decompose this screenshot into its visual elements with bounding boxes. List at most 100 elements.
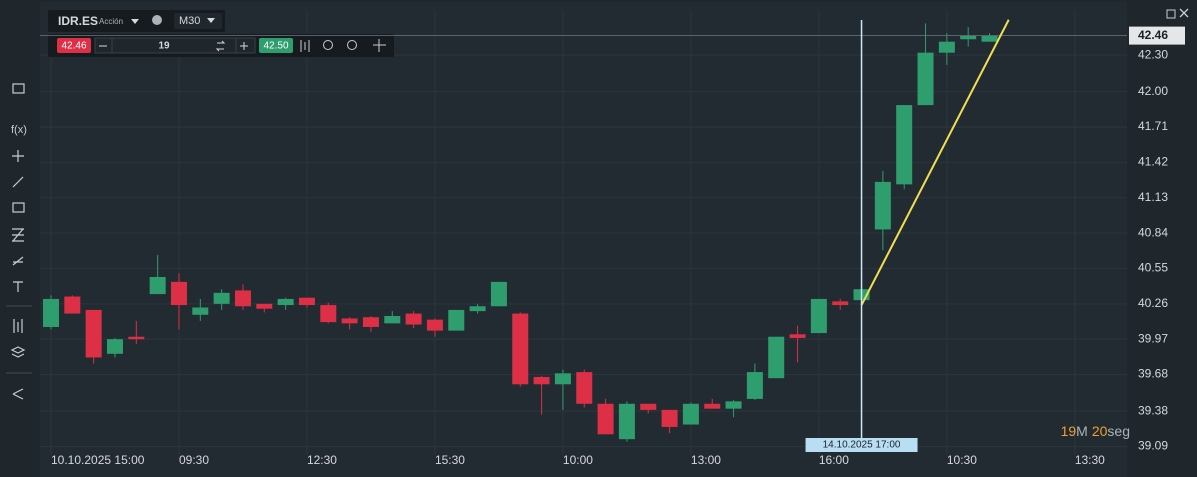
candle-body xyxy=(277,298,294,306)
candle-body xyxy=(490,281,507,307)
icon-indicators[interactable]: f(x) xyxy=(11,124,27,136)
candle-body xyxy=(213,292,230,304)
candle-body xyxy=(320,305,337,323)
candle-body xyxy=(981,35,998,42)
candle-body xyxy=(234,290,251,307)
candle-body xyxy=(917,52,934,106)
timeframe[interactable]: M30 xyxy=(179,15,200,27)
candle-body xyxy=(192,307,209,315)
crosshair-box xyxy=(805,438,918,452)
trendline xyxy=(860,19,1010,306)
candle-body xyxy=(597,403,614,435)
timeframe-dropdown[interactable] xyxy=(207,18,215,23)
candle-body xyxy=(640,403,657,410)
icon-pan[interactable] xyxy=(373,39,386,52)
countdown-seconds: 20 xyxy=(1092,423,1108,439)
symbol-dropdown[interactable] xyxy=(131,19,139,24)
reverse-icon[interactable] xyxy=(215,40,226,52)
candle-body xyxy=(448,309,465,331)
x-tick-label: 16:00 xyxy=(819,453,849,467)
icon-chart-type[interactable] xyxy=(12,83,25,94)
maximize-button[interactable] xyxy=(1166,9,1176,19)
y-tick-label: 39.38 xyxy=(1138,403,1168,417)
icon-candles[interactable] xyxy=(300,40,310,52)
y-tick-label: 39.68 xyxy=(1138,367,1168,381)
current-price-box xyxy=(1129,26,1185,45)
current-price-label: 42.46 xyxy=(1138,28,1168,42)
y-tick-label: 41.13 xyxy=(1138,190,1168,204)
y-tick-label: 39.97 xyxy=(1138,331,1168,345)
sidebar: f(x) xyxy=(6,83,32,400)
icon-crosshair[interactable] xyxy=(12,150,24,162)
candle-body xyxy=(874,181,891,230)
candle-body xyxy=(384,316,401,324)
plot-area xyxy=(40,2,1127,477)
icon-zoom-out[interactable] xyxy=(323,40,333,50)
y-tick-label: 40.26 xyxy=(1138,296,1168,310)
candle-body xyxy=(960,35,977,40)
x-tick-label: 15:30 xyxy=(435,453,465,467)
icon-text[interactable] xyxy=(13,281,23,292)
candle-body xyxy=(661,409,678,427)
candle-body xyxy=(896,105,913,185)
candle-body xyxy=(810,298,827,334)
x-tick-label: 12:30 xyxy=(307,453,337,467)
y-tick-label: 39.09 xyxy=(1138,439,1168,453)
tool-icons xyxy=(300,39,386,52)
icon-pitchfork[interactable] xyxy=(12,256,24,266)
icon-zoom-in[interactable] xyxy=(347,40,357,50)
candle-body xyxy=(789,334,806,338)
crosshair-label: 14.10.2025 17:00 xyxy=(823,440,901,451)
candle-body xyxy=(746,372,763,399)
candle-body xyxy=(128,336,145,340)
candle-body xyxy=(533,376,550,385)
x-tick-label: 10:30 xyxy=(947,453,977,467)
close-button[interactable] xyxy=(1179,8,1189,18)
y-tick-label: 41.42 xyxy=(1138,155,1168,169)
quantity-steppers[interactable] xyxy=(99,42,248,50)
y-tick-label: 41.71 xyxy=(1138,119,1168,133)
y-tick-label: 42.30 xyxy=(1138,47,1168,61)
candle-body xyxy=(725,401,742,409)
x-tick-label: 09:30 xyxy=(179,453,209,467)
sell-button[interactable] xyxy=(57,38,91,53)
y-tick-label: 40.84 xyxy=(1138,225,1168,239)
symbol[interactable]: IDR.ES xyxy=(58,14,98,28)
icon-layers[interactable] xyxy=(10,346,26,358)
timeframe-box[interactable] xyxy=(174,13,222,29)
info-icon[interactable] xyxy=(152,15,162,25)
buy-price[interactable]: 42.50 xyxy=(263,41,288,52)
price-axis-area xyxy=(1127,2,1197,477)
candle-body xyxy=(618,403,635,440)
candle-body xyxy=(85,309,102,358)
buy-button[interactable] xyxy=(259,38,293,53)
candle-body xyxy=(341,318,358,324)
overlay: 42.46 14.10.2025 17:00 xyxy=(40,19,1185,452)
x-tick-label: 10:00 xyxy=(563,453,593,467)
candle-body xyxy=(362,317,379,327)
asset-type: Acción xyxy=(99,17,123,26)
candle-body xyxy=(704,403,721,409)
countdown-minutes-unit: M xyxy=(1076,423,1088,439)
candle-body xyxy=(469,306,486,312)
icon-fibo[interactable] xyxy=(12,228,24,242)
icon-indicators-panel[interactable] xyxy=(13,319,23,333)
candle-body xyxy=(43,298,59,327)
candle-body xyxy=(170,281,187,306)
sell-price[interactable]: 42.46 xyxy=(61,41,86,52)
countdown: 19M 20seg xyxy=(1061,423,1130,439)
x-tick-label: 10.10.2025 15:00 xyxy=(51,453,145,467)
quantity-field[interactable] xyxy=(94,37,256,54)
quantity[interactable]: 19 xyxy=(158,41,170,52)
icon-line[interactable] xyxy=(12,176,24,188)
icon-share[interactable] xyxy=(12,388,24,400)
candle-body xyxy=(405,313,422,325)
countdown-minutes: 19 xyxy=(1061,423,1077,439)
candle-body xyxy=(768,336,785,379)
candle-body xyxy=(426,319,443,331)
icon-rect[interactable] xyxy=(12,202,25,213)
y-tick-label: 42.00 xyxy=(1138,84,1168,98)
y-tick-label: 40.55 xyxy=(1138,261,1168,275)
